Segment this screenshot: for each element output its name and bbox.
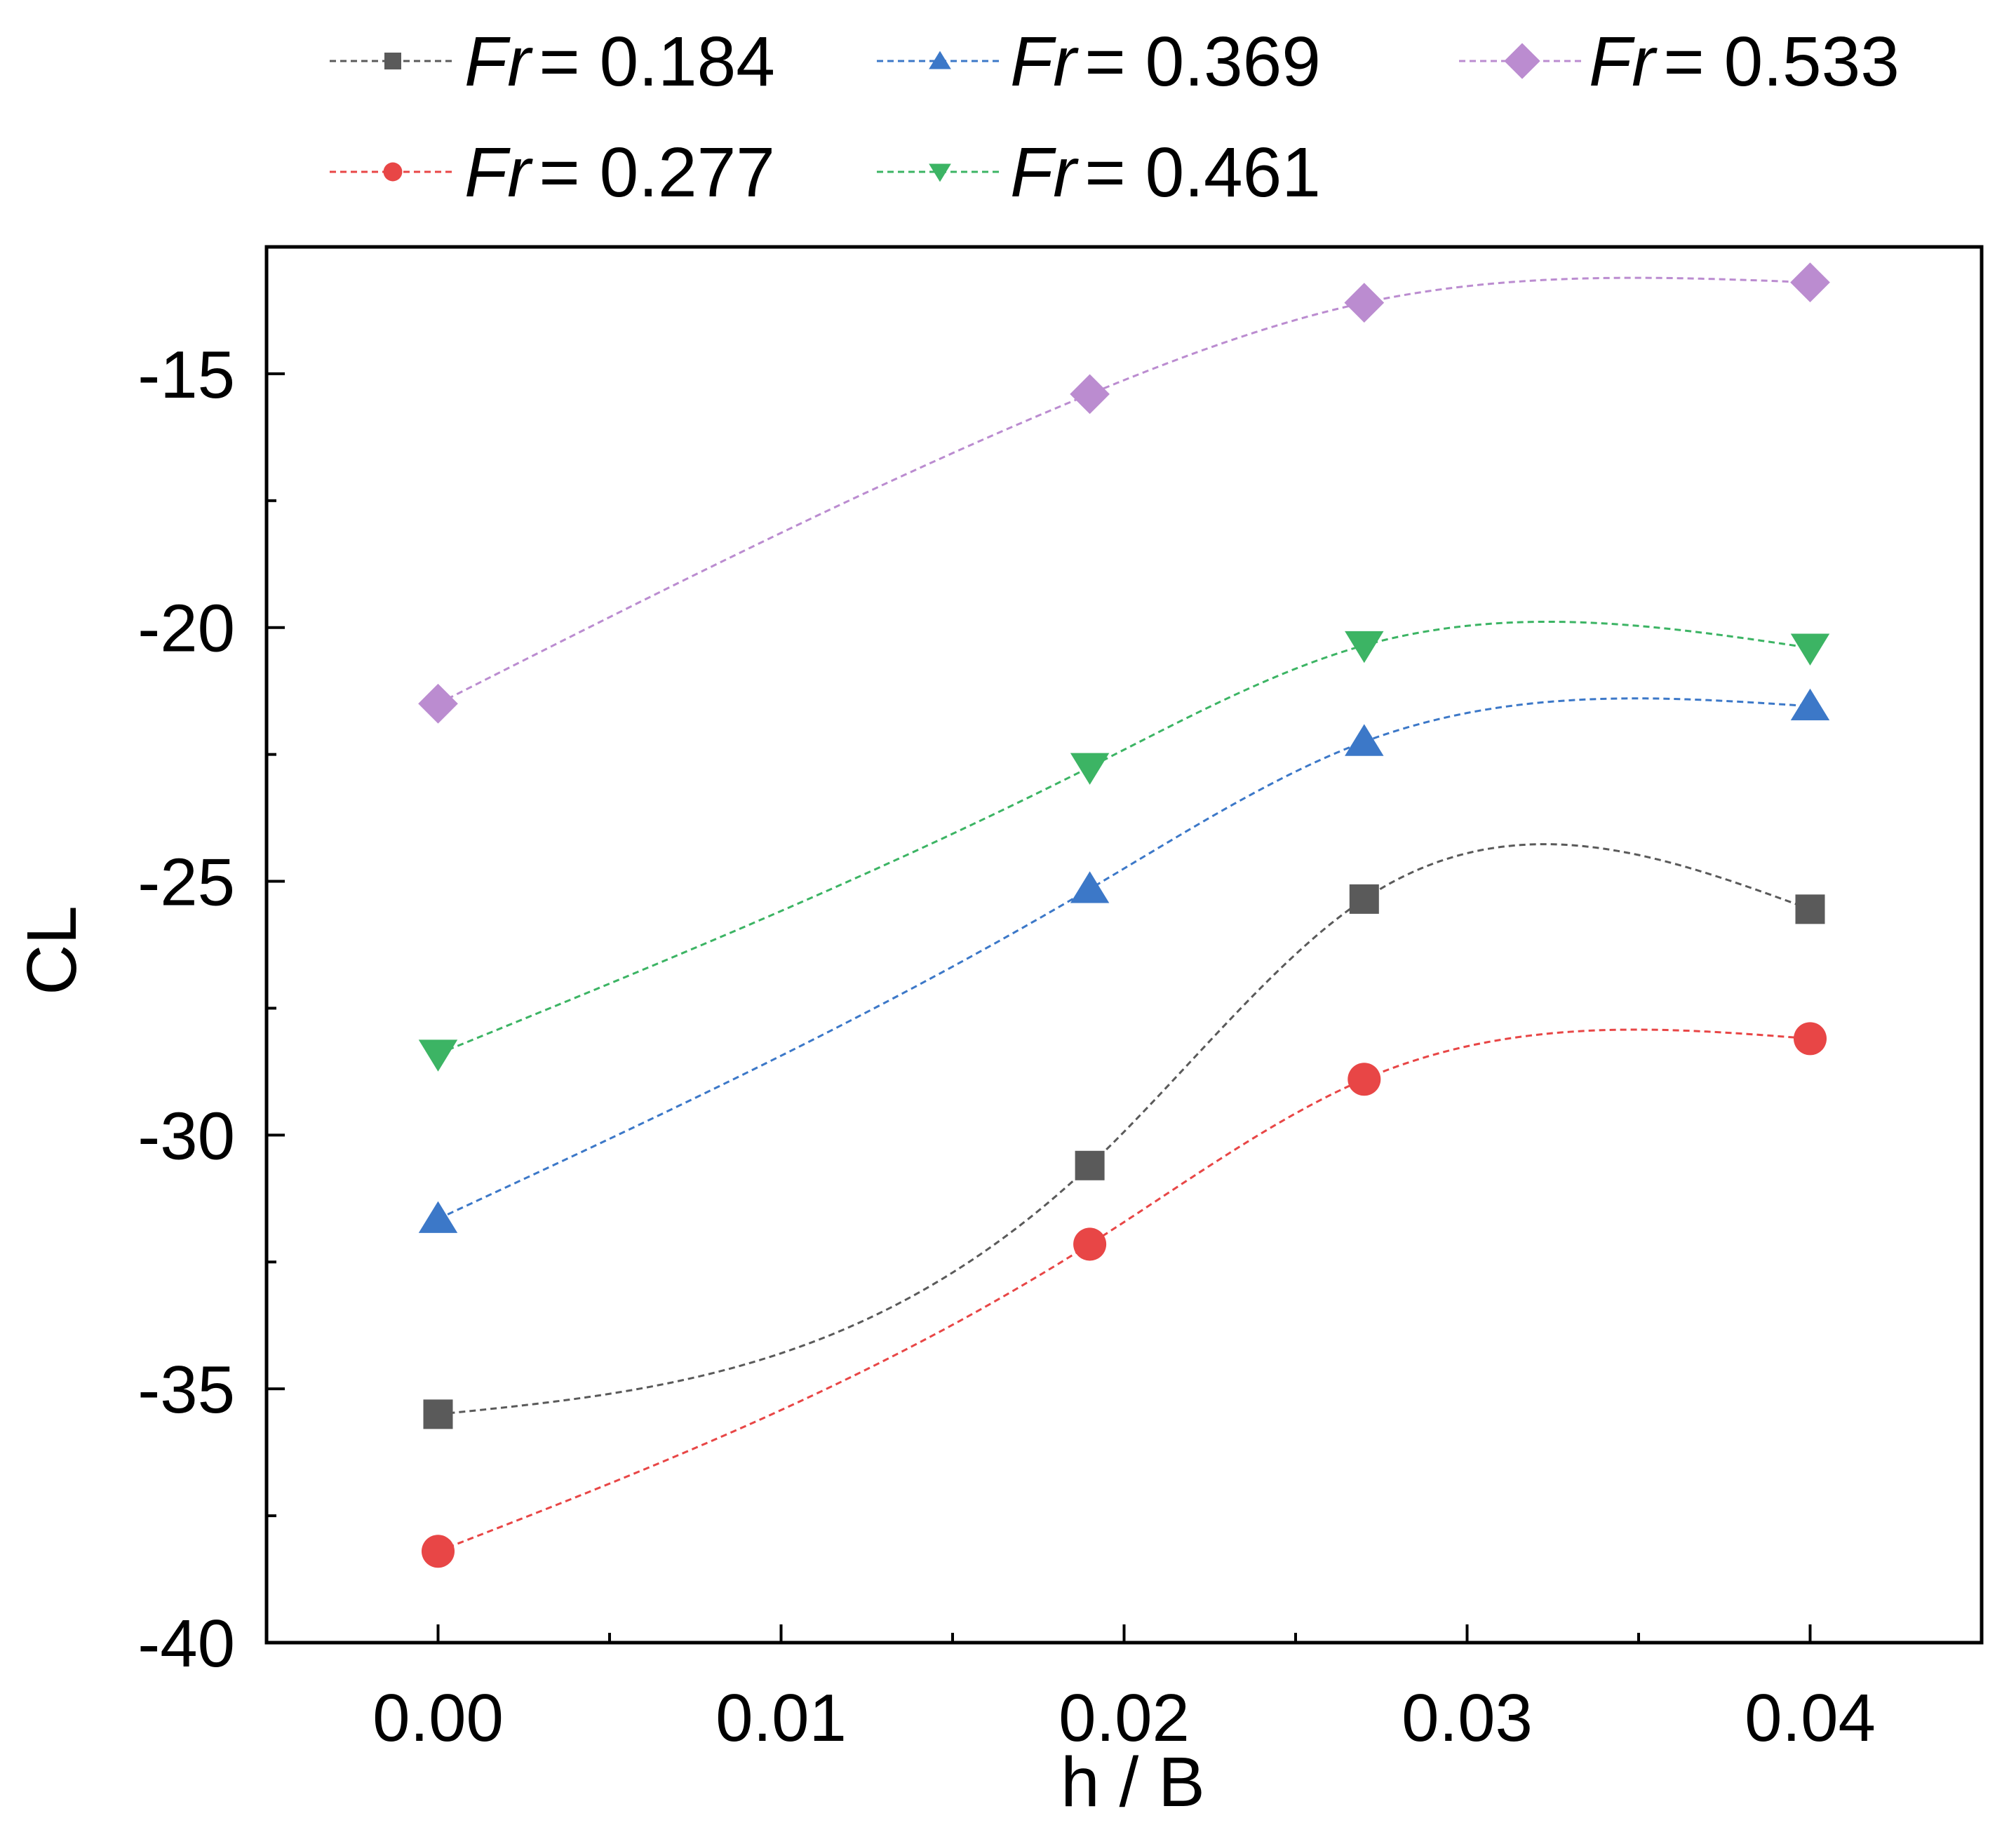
data-point — [418, 1039, 458, 1072]
y-axis-title: CL — [13, 905, 91, 995]
legend-entry-2: Fr = 0.369 — [877, 22, 1321, 101]
legend-label-1: Fr = 0.277 — [464, 133, 775, 212]
legend-entry-4: Fr = 0.533 — [1459, 22, 1900, 101]
series-line-0 — [438, 843, 1811, 1415]
series-1 — [421, 1022, 1827, 1568]
legend-marker-shape — [929, 163, 951, 182]
data-point — [1795, 894, 1825, 924]
data-point — [1348, 1063, 1381, 1096]
legend-marker-3 — [929, 163, 951, 182]
axis-ticks: 0.00 0.01 0.02 0.03 0.04 -40 -35 -30 -25 -20 -15 — [137, 337, 1876, 1756]
x-tick-label: 0.00 — [372, 1681, 504, 1756]
data-point — [1075, 1150, 1105, 1180]
x-tick-label: 0.02 — [1059, 1681, 1190, 1756]
legend-label-3: Fr = 0.461 — [1010, 133, 1321, 212]
series-0 — [423, 843, 1825, 1429]
legend-label-4: Fr = 0.533 — [1589, 22, 1900, 101]
y-tick-label: -25 — [137, 845, 235, 920]
series-layer — [418, 262, 1830, 1568]
y-tick-label: -40 — [137, 1606, 235, 1681]
data-point — [421, 1535, 455, 1568]
data-point — [423, 1399, 453, 1429]
data-point — [1070, 753, 1110, 785]
series-4 — [418, 262, 1830, 724]
data-point — [418, 1201, 458, 1233]
x-tick-label: 0.03 — [1402, 1681, 1533, 1756]
legend-marker-shape — [383, 162, 403, 182]
legend-entry-0: Fr = 0.184 — [330, 22, 775, 101]
legend-marker-2 — [929, 50, 951, 69]
x-tick-label: 0.01 — [715, 1681, 847, 1756]
series-line-4 — [437, 276, 1810, 705]
x-axis-title: h / B — [1061, 1743, 1205, 1821]
data-point — [1073, 1227, 1107, 1261]
data-point — [1070, 871, 1110, 903]
data-point — [1790, 262, 1830, 303]
data-point — [1345, 631, 1384, 664]
data-point — [1790, 688, 1830, 721]
y-tick-label: -15 — [137, 337, 235, 412]
legend-marker-shape — [1504, 43, 1540, 79]
data-point — [1344, 283, 1385, 323]
data-point — [1793, 1022, 1827, 1056]
y-tick-label: -20 — [137, 591, 235, 666]
data-point — [1790, 633, 1830, 666]
x-tick-label: 0.04 — [1745, 1681, 1876, 1756]
data-point — [418, 683, 458, 724]
data-point — [1345, 724, 1384, 756]
data-point — [1349, 884, 1379, 914]
legend-entry-3: Fr = 0.461 — [877, 133, 1321, 212]
legend-marker-shape — [384, 53, 401, 69]
series-line-1 — [437, 1028, 1810, 1553]
legend-marker-shape — [929, 50, 951, 69]
y-tick-label: -30 — [137, 1098, 235, 1173]
legend-label-2: Fr = 0.369 — [1010, 22, 1321, 101]
y-tick-label: -35 — [137, 1352, 235, 1427]
legend-entry-1: Fr = 0.277 — [330, 133, 775, 212]
legend: Fr = 0.184 Fr = 0.277 Fr = 0.369 Fr = 0.461 … — [330, 22, 1900, 212]
legend-label-0: Fr = 0.184 — [464, 22, 775, 101]
plot-frame — [264, 245, 1984, 1645]
legend-marker-0 — [384, 53, 401, 69]
series-line-2 — [437, 697, 1810, 1220]
data-point — [1070, 374, 1110, 415]
series-2 — [418, 688, 1830, 1233]
series-3 — [418, 620, 1830, 1072]
series-line-3 — [437, 620, 1810, 1055]
legend-marker-4 — [1504, 43, 1540, 79]
legend-marker-1 — [383, 162, 403, 182]
